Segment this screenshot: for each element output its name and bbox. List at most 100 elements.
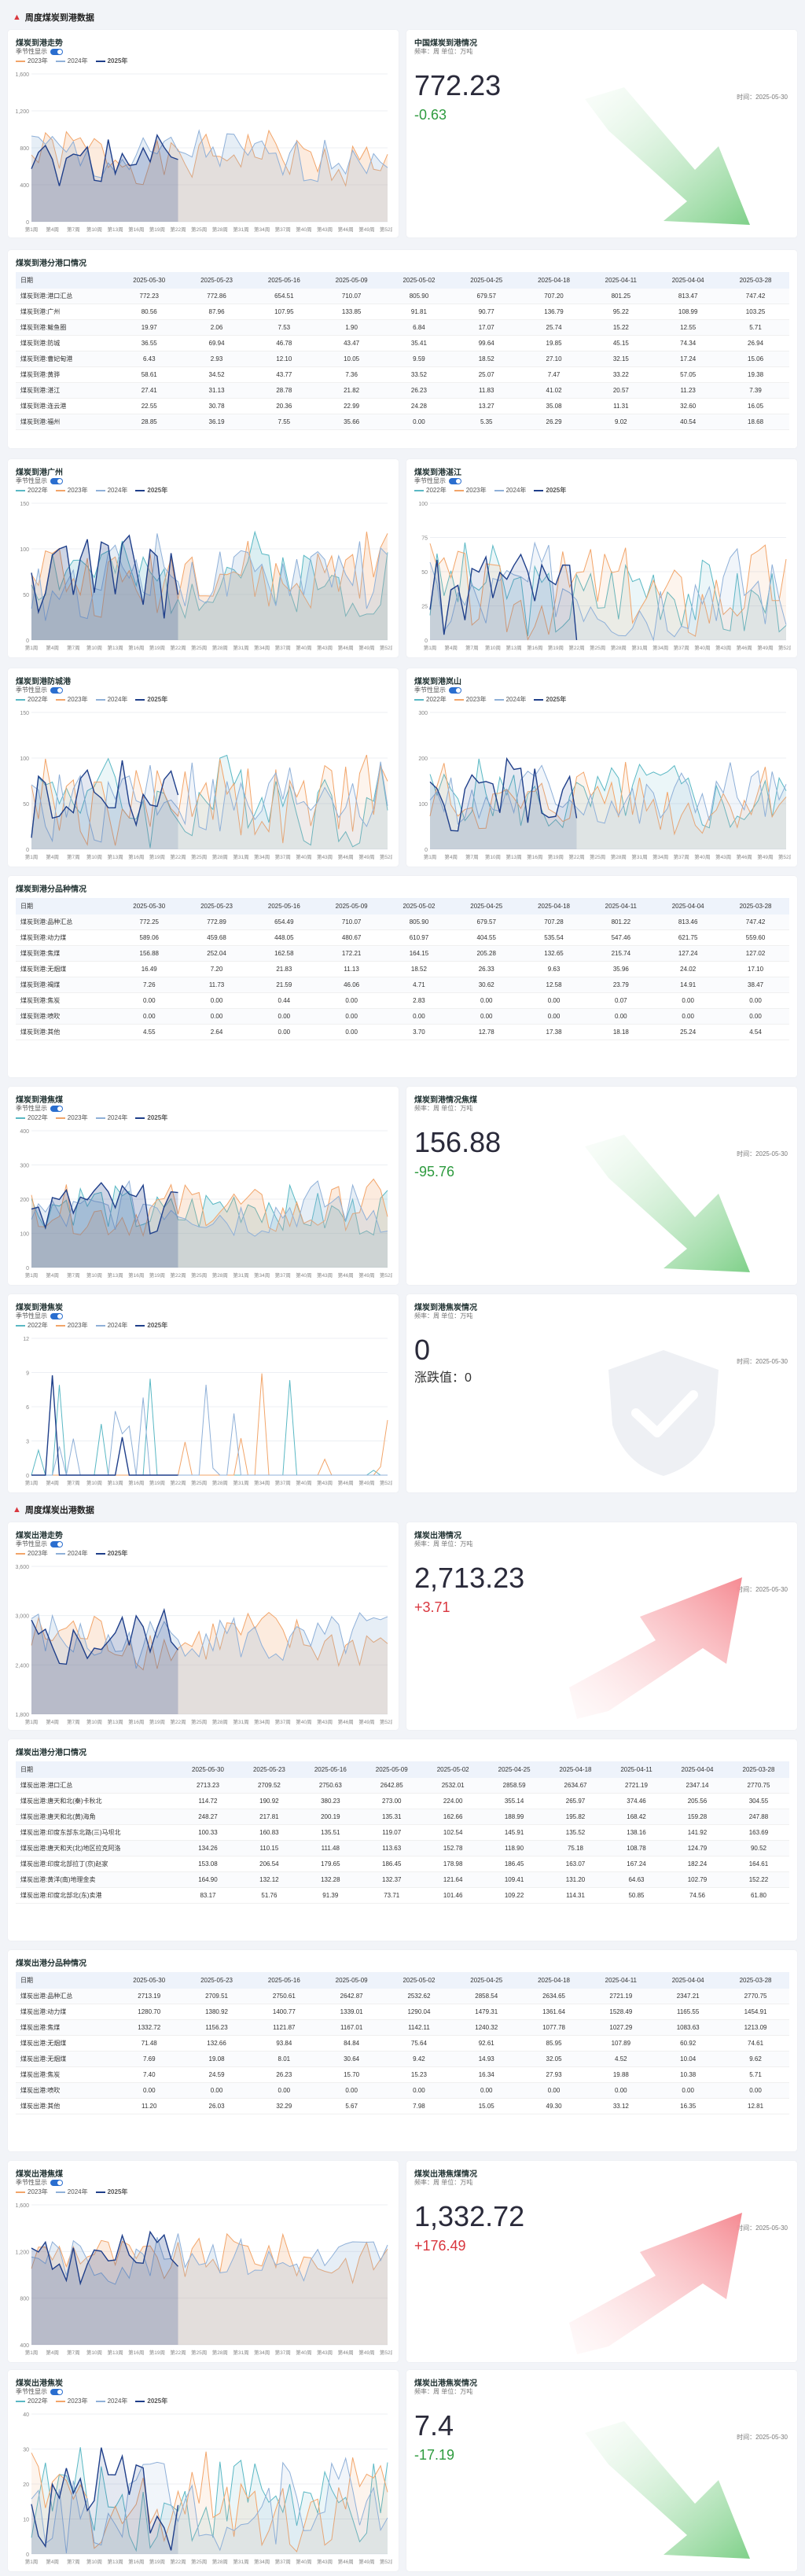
legend-item[interactable]: 2022年	[16, 486, 48, 495]
toggle-switch[interactable]	[50, 2388, 63, 2395]
lanshan-chart[interactable]: 3002001000第1周 第4周 第7周 第10周 第13周 第16周 第19周 第22周第…	[413, 708, 791, 862]
legend-item[interactable]: 2023年	[55, 486, 88, 495]
series-line[interactable]	[31, 1607, 179, 1665]
legend-item[interactable]: 2023年	[16, 57, 48, 65]
series-line[interactable]	[31, 133, 178, 186]
legend-item[interactable]: 2022年	[16, 2397, 48, 2405]
legend[interactable]: 2022年 2023年 2024年 2025年	[16, 695, 167, 704]
seasonal-toggle[interactable]: 季节性显示	[16, 1312, 63, 1320]
toggle-switch[interactable]	[449, 686, 461, 694]
legend-item[interactable]: 2022年	[16, 1321, 48, 1330]
legend[interactable]: 2022年 2023年 2024年 2025年	[16, 486, 167, 495]
series-line[interactable]	[429, 543, 787, 641]
series-line[interactable]	[31, 530, 388, 620]
toggle-switch[interactable]	[50, 686, 63, 694]
legend-item[interactable]: 2023年	[454, 695, 487, 704]
seasonal-toggle[interactable]: 季节性显示	[414, 477, 461, 485]
seasonal-toggle[interactable]: 季节性显示	[16, 1540, 63, 1548]
series-line[interactable]	[31, 1178, 388, 1238]
series-line[interactable]	[429, 553, 578, 641]
legend-item[interactable]: 2023年	[55, 1321, 88, 1330]
series-line[interactable]	[429, 762, 787, 826]
legend-item[interactable]: 2025年	[135, 486, 167, 495]
toggle-switch[interactable]	[449, 477, 461, 484]
legend[interactable]: 2023年 2024年 2025年	[16, 2188, 127, 2196]
legend-item[interactable]: 2023年	[55, 2397, 88, 2405]
legend-item[interactable]: 2024年	[95, 1321, 127, 1330]
toggle-switch[interactable]	[50, 477, 63, 484]
toggle-switch[interactable]	[50, 1540, 63, 1547]
series-line[interactable]	[31, 533, 388, 621]
series-line[interactable]	[31, 2447, 179, 2551]
legend[interactable]: 2022年 2023年 2024年 2025年	[414, 695, 566, 704]
seasonal-toggle[interactable]: 季节性显示	[16, 686, 63, 694]
series-line[interactable]	[31, 1375, 178, 1476]
legend-item[interactable]: 2022年	[414, 695, 447, 704]
legend-item[interactable]: 2024年	[95, 486, 127, 495]
legend-item[interactable]: 2024年	[494, 695, 526, 704]
series-line[interactable]	[31, 2451, 388, 2552]
series-line[interactable]	[31, 2447, 388, 2552]
series-line[interactable]	[31, 754, 388, 846]
legend-item[interactable]: 2024年	[55, 2188, 88, 2196]
series-line[interactable]	[429, 762, 787, 836]
legend-item[interactable]: 2025年	[135, 1113, 167, 1122]
legend-item[interactable]: 2025年	[135, 2397, 167, 2405]
legend-item[interactable]: 2022年	[16, 695, 48, 704]
legend-item[interactable]: 2024年	[95, 2397, 127, 2405]
toggle-switch[interactable]	[50, 1312, 63, 1319]
series-line[interactable]	[31, 1179, 388, 1237]
series-line[interactable]	[31, 2230, 179, 2286]
legend-item[interactable]: 2023年	[55, 1113, 88, 1122]
legend[interactable]: 2023年 2024年 2025年	[16, 1549, 127, 1558]
legend-item[interactable]: 2025年	[95, 57, 127, 65]
legend-item[interactable]: 2024年	[55, 57, 88, 65]
legend-item[interactable]: 2025年	[135, 695, 167, 704]
legend[interactable]: 2022年 2023年 2024年 2025年	[16, 1321, 167, 1330]
zhanjiang-chart[interactable]: 1007550250第1周 第4周 第7周 第10周 第13周 第16周 第19周 第22周第…	[413, 499, 791, 653]
series-line[interactable]	[429, 758, 787, 829]
legend-item[interactable]: 2024年	[55, 1549, 88, 1558]
legend-item[interactable]: 2023年	[16, 1549, 48, 1558]
toggle-switch[interactable]	[50, 48, 63, 55]
series-line[interactable]	[31, 1612, 388, 1669]
series-line[interactable]	[31, 532, 388, 618]
legend-item[interactable]: 2024年	[95, 1113, 127, 1122]
legend-item[interactable]: 2023年	[55, 695, 88, 704]
series-line[interactable]	[31, 761, 388, 843]
legend-item[interactable]: 2022年	[414, 486, 447, 495]
seasonal-toggle[interactable]: 季节性显示	[16, 2178, 63, 2187]
seasonal-toggle[interactable]: 季节性显示	[16, 47, 63, 56]
seasonal-toggle[interactable]: 季节性显示	[16, 2387, 63, 2396]
toggle-switch[interactable]	[50, 2179, 63, 2186]
series-line[interactable]	[31, 1384, 388, 1476]
seasonal-toggle[interactable]: 季节性显示	[16, 477, 63, 485]
series-line[interactable]	[31, 1182, 178, 1235]
seasonal-toggle[interactable]: 季节性显示	[16, 1104, 63, 1113]
legend-item[interactable]: 2025年	[534, 695, 566, 704]
series-line[interactable]	[31, 129, 388, 187]
legend-item[interactable]: 2025年	[534, 486, 566, 495]
series-line[interactable]	[429, 541, 787, 642]
legend-item[interactable]: 2024年	[494, 486, 526, 495]
toggle-switch[interactable]	[50, 1105, 63, 1112]
series-line[interactable]	[31, 760, 179, 838]
legend-item[interactable]: 2023年	[454, 486, 487, 495]
legend-item[interactable]: 2025年	[95, 1549, 127, 1558]
series-line[interactable]	[429, 756, 578, 832]
legend[interactable]: 2023年 2024年 2025年	[16, 57, 127, 65]
legend-item[interactable]: 2025年	[135, 1321, 167, 1330]
arrival-coking-chart[interactable]: 129630第1周 第4周 第7周 第10周 第13周 第16周 第19周 第22周 第25周第…	[14, 1334, 392, 1488]
legend[interactable]: 2022年 2023年 2024年 2025年	[16, 1113, 167, 1122]
series-line[interactable]	[31, 2456, 388, 2554]
legend-item[interactable]: 2024年	[95, 695, 127, 704]
series-line[interactable]	[31, 1183, 388, 1236]
legend[interactable]: 2022年 2023年 2024年 2025年	[414, 486, 566, 495]
